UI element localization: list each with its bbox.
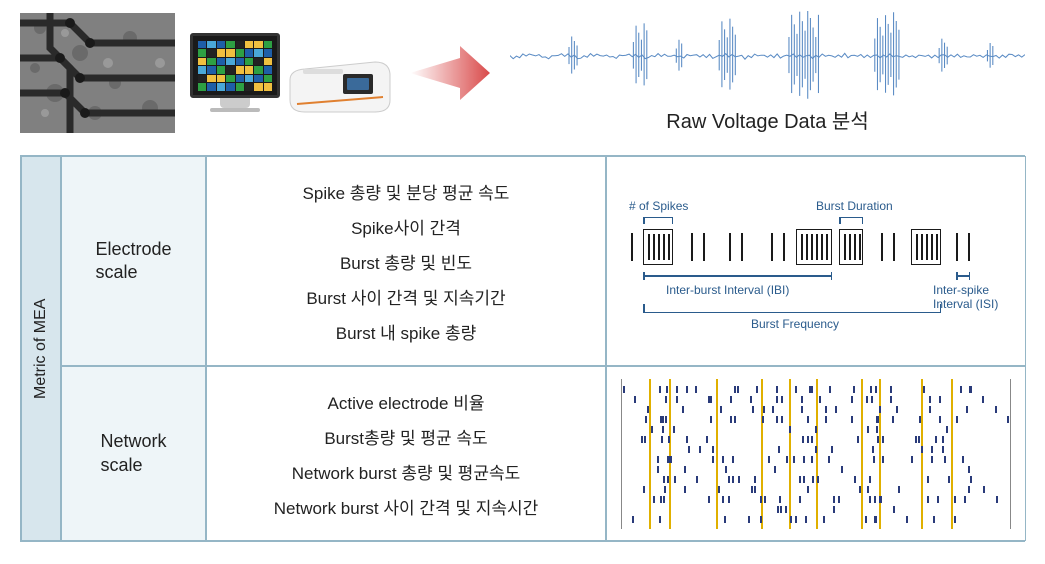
metric-item: Burst 내 spike 총량 xyxy=(336,319,476,344)
metric-item: Spike사이 간격 xyxy=(351,214,461,239)
mea-metric-table: Metric of MEA Electrodescale Spike 총량 및 … xyxy=(20,155,1025,542)
metric-item: Burst 사이 간격 및 지속기간 xyxy=(306,284,505,309)
raw-voltage-label: Raw Voltage Data 분석 xyxy=(666,105,868,134)
recording-device-group xyxy=(190,33,390,112)
network-raster-diagram xyxy=(606,366,1026,541)
metric-item: Spike 총량 및 분당 평균 속도 xyxy=(303,179,510,204)
network-scale-row: Networkscale Active electrode 비율 Burst총량 … xyxy=(61,366,1026,541)
analysis-monitor xyxy=(190,33,280,112)
electrode-scale-row: Electrodescale Spike 총량 및 분당 평균 속도 Spike사… xyxy=(61,156,1026,366)
mea-micrograph-image xyxy=(20,13,175,133)
mea-scanner-device xyxy=(285,52,395,112)
monitor-heatmap xyxy=(198,41,272,91)
raw-voltage-waveform xyxy=(510,11,1025,101)
network-metrics-cell: Active electrode 비율 Burst총량 및 평균 속도 Networ… xyxy=(206,366,606,541)
metric-item: Network burst 총량 및 평균속도 xyxy=(292,459,521,484)
workflow-top-row: Raw Voltage Data 분석 xyxy=(0,0,1045,145)
metric-item: Network burst 사이 간격 및 지속시간 xyxy=(274,494,539,519)
metric-item: Active electrode 비율 xyxy=(328,389,485,414)
network-scale-label: Networkscale xyxy=(61,366,206,541)
electrode-metrics-cell: Spike 총량 및 분당 평균 속도 Spike사이 간격 Burst 총량 및 … xyxy=(206,156,606,366)
monitor-screen xyxy=(190,33,280,98)
raw-voltage-group: Raw Voltage Data 분석 xyxy=(510,11,1025,134)
workflow-arrow xyxy=(405,38,495,108)
table-row-header: Metric of MEA xyxy=(21,156,61,541)
metric-item: Burst총량 및 평균 속도 xyxy=(324,424,487,449)
spike-burst-diagram: # of SpikesBurst DurationInter-burst Int… xyxy=(606,156,1026,366)
electrode-scale-label: Electrodescale xyxy=(61,156,206,366)
metric-item: Burst 총량 및 빈도 xyxy=(340,249,472,274)
